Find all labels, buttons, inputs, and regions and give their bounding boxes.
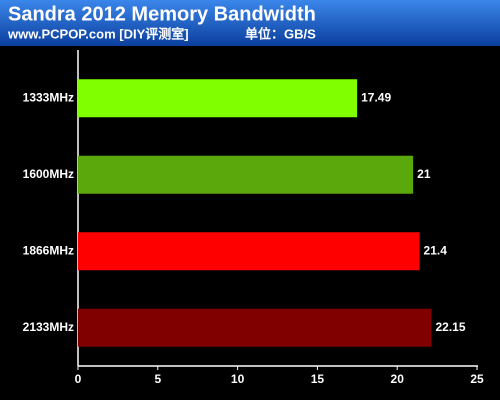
value-label: 21.4 <box>424 243 448 257</box>
x-tick-label: 15 <box>311 372 325 386</box>
y-tick-label: 1866MHz <box>23 243 74 257</box>
x-tick-label: 25 <box>470 372 484 386</box>
x-tick-label: 20 <box>391 372 405 386</box>
value-label: 17.49 <box>361 90 391 104</box>
bar <box>78 308 432 347</box>
bar <box>78 79 358 118</box>
value-label: 22.15 <box>436 320 466 334</box>
y-tick-label: 2133MHz <box>23 320 74 334</box>
bar <box>78 155 414 194</box>
y-tick-label: 1333MHz <box>23 90 74 104</box>
unit-label: 单位：GB/S <box>245 26 316 41</box>
subtitle: www.PCPOP.com [DIY评测室] <box>7 26 189 41</box>
header-band <box>0 0 500 46</box>
x-tick-label: 0 <box>75 372 82 386</box>
y-tick-label: 1600MHz <box>23 167 74 181</box>
x-tick-label: 10 <box>231 372 245 386</box>
bar <box>78 232 420 271</box>
x-tick-label: 5 <box>154 372 161 386</box>
value-label: 21 <box>417 167 431 181</box>
chart-title: Sandra 2012 Memory Bandwidth <box>8 3 316 25</box>
